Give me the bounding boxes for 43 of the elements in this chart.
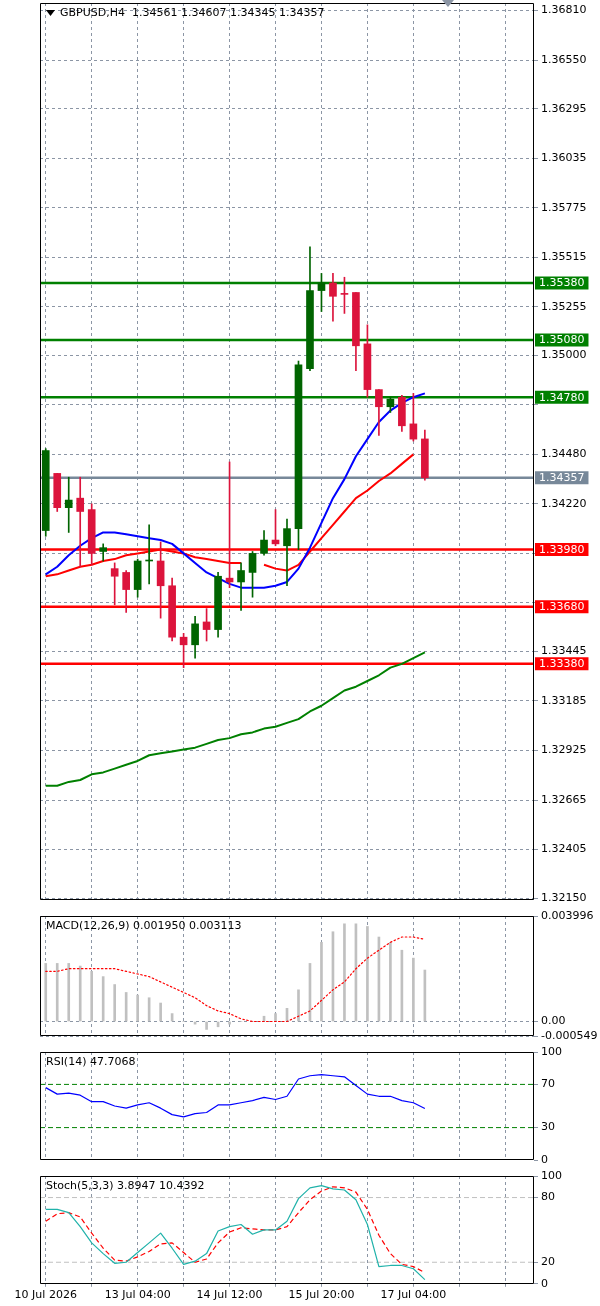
y-tick-label: 30 xyxy=(541,1120,555,1134)
y-tick-label: 1.35255 xyxy=(541,299,587,313)
chart-title: Stoch(5,3,3) 3.8947 10.4392 xyxy=(46,1179,205,1192)
y-tick-label: 100 xyxy=(541,1168,562,1182)
ref-line-label: 1.33980 xyxy=(539,542,585,556)
y-tick-label: 1.36550 xyxy=(541,52,587,66)
chart-title: GBPUSD,H4 1.34561 1.34607 1.34345 1.34357 xyxy=(60,6,325,19)
x-tick-label: 15 Jul 20:00 xyxy=(288,1288,355,1302)
y-tick-label: 100 xyxy=(541,1044,562,1058)
y-tick-label: 70 xyxy=(541,1077,555,1091)
y-tick-label: 1.35515 xyxy=(541,250,587,264)
ref-line-label: 1.34357 xyxy=(539,471,585,485)
ref-line-label: 1.34780 xyxy=(539,390,585,404)
y-tick-label: 1.32405 xyxy=(541,842,587,856)
y-tick-label: 1.36810 xyxy=(541,3,587,17)
x-tick-label: 13 Jul 04:00 xyxy=(104,1288,171,1302)
ref-line-label: 1.35080 xyxy=(539,333,585,347)
y-tick-label: 1.32150 xyxy=(541,890,587,904)
y-tick-label: 1.33185 xyxy=(541,693,587,707)
y-tick-label: 1.35775 xyxy=(541,200,587,214)
y-tick-label: 1.36035 xyxy=(541,151,587,165)
y-tick-label: 0 xyxy=(541,1276,548,1290)
y-tick-label: 0.003996 xyxy=(541,908,594,922)
chart-title: MACD(12,26,9) 0.001950 0.003113 xyxy=(46,919,242,932)
y-tick-label: 1.34480 xyxy=(541,447,587,461)
y-tick-label: 0 xyxy=(541,1152,548,1166)
x-tick-label: 10 Jul 2026 xyxy=(14,1288,77,1302)
y-tick-label: -0.000549 xyxy=(541,1028,598,1042)
y-tick-label: 0.00 xyxy=(541,1014,566,1028)
y-tick-label: 1.32665 xyxy=(541,792,587,806)
y-tick-label: 1.35000 xyxy=(541,348,587,362)
y-tick-label: 1.33445 xyxy=(541,644,587,658)
y-tick-label: 1.32925 xyxy=(541,743,587,757)
y-tick-label: 20 xyxy=(541,1255,555,1269)
ref-line-label: 1.33680 xyxy=(539,600,585,614)
ref-line-label: 1.33380 xyxy=(539,657,585,671)
y-tick-label: 80 xyxy=(541,1190,555,1204)
y-tick-label: 1.36295 xyxy=(541,101,587,115)
x-tick-label: 14 Jul 12:00 xyxy=(196,1288,263,1302)
y-tick-label: 1.34220 xyxy=(541,496,587,510)
x-tick-label: 17 Jul 04:00 xyxy=(380,1288,447,1302)
ref-line-label: 1.35380 xyxy=(539,276,585,290)
chart-title: RSI(14) 47.7068 xyxy=(46,1055,136,1068)
